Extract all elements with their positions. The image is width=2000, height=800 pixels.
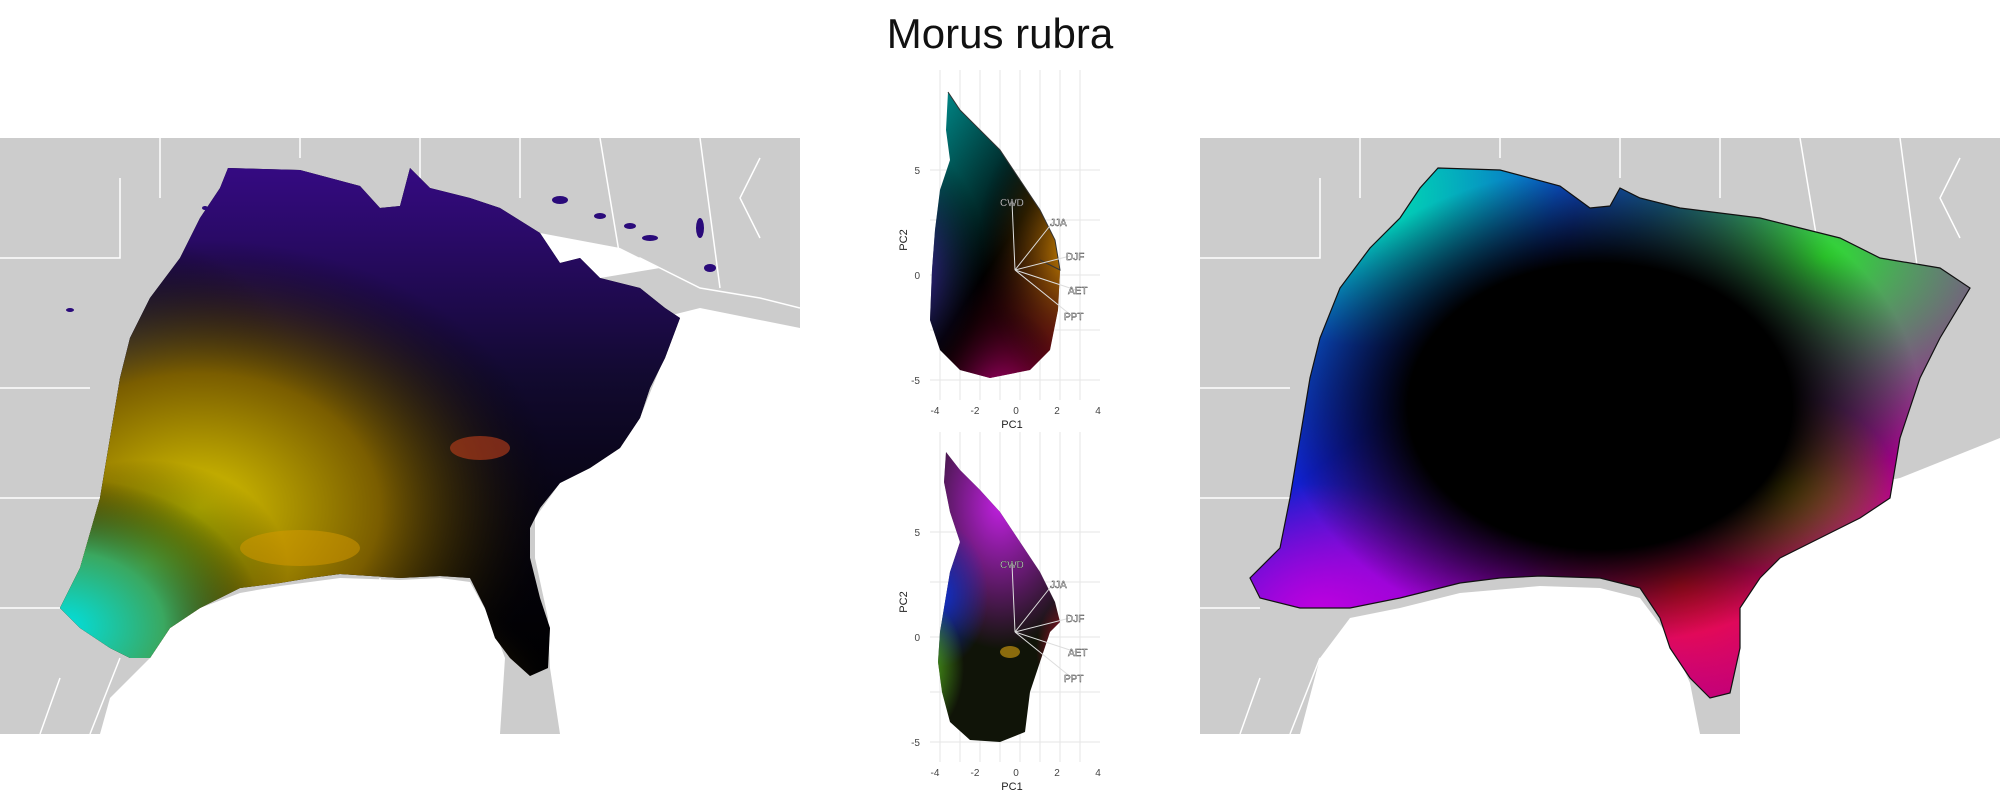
state-borders <box>1200 138 1961 734</box>
y-tick-label: -5 <box>911 376 920 387</box>
y-tick-label: 5 <box>914 166 920 177</box>
vector-label-aet: AET <box>1068 648 1087 659</box>
page-title: Morus rubra <box>886 10 1114 57</box>
atlantic-water <box>535 308 800 734</box>
x-tick-label: -2 <box>971 768 980 779</box>
x-axis-title: PC1 <box>1001 781 1022 793</box>
vector-label-jja: JJA <box>1050 580 1067 591</box>
y-tick-label: 5 <box>914 528 920 539</box>
vector-label-djf: DJF <box>1066 614 1084 625</box>
x-tick-label: 0 <box>1013 768 1019 779</box>
y-axis-title: PC2 <box>898 229 910 250</box>
x-tick-label: 4 <box>1095 768 1101 779</box>
vector-label-cwd: CWD <box>1000 560 1024 571</box>
x-tick-label: -4 <box>931 768 940 779</box>
vector-label-cwd: CWD <box>1000 198 1024 209</box>
loading-vectors <box>1011 201 1077 317</box>
vector-label-ppt: PPT <box>1064 674 1083 685</box>
great-lakes <box>420 198 660 288</box>
vector-label-ppt: PPT <box>1064 312 1083 323</box>
x-tick-label: 4 <box>1095 406 1101 417</box>
gulf-water <box>100 578 505 734</box>
vector-label-jja: JJA <box>1050 218 1067 229</box>
vector-label-djf: DJF <box>1066 252 1084 263</box>
y-axis-title: PC2 <box>898 591 910 612</box>
loading-vectors <box>1011 563 1077 679</box>
x-tick-label: -4 <box>931 406 940 417</box>
y-tick-label: 0 <box>914 633 920 644</box>
right-range-map <box>1200 138 2000 734</box>
x-tick-label: 0 <box>1013 406 1019 417</box>
y-tick-label: 0 <box>914 271 920 282</box>
y-tick-label: -5 <box>911 738 920 749</box>
pca-biplot-bottom: CWD JJA DJF AET PPT 5 0 -5 -4 -2 0 2 4 P… <box>898 432 1101 793</box>
x-tick-label: -2 <box>971 406 980 417</box>
x-axis-title: PC1 <box>1001 419 1022 431</box>
range-outline <box>1249 167 1971 699</box>
vector-label-aet: AET <box>1068 286 1087 297</box>
disjunct-populations <box>66 196 716 312</box>
x-tick-label: 2 <box>1054 768 1060 779</box>
pca-biplot-top: CWD JJA DJF AET PPT 5 0 -5 -4 -2 0 2 4 P… <box>898 70 1101 431</box>
x-tick-label: 2 <box>1054 406 1060 417</box>
left-range-map <box>0 138 800 734</box>
